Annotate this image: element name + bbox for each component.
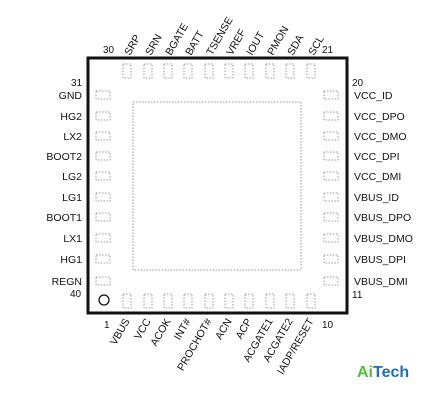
pad-left-6 xyxy=(95,192,111,202)
pad-top-9 xyxy=(285,63,295,79)
pad-right-5 xyxy=(323,171,339,181)
pad-bottom-6 xyxy=(224,293,234,309)
pad-left-3 xyxy=(95,131,111,141)
pin-label-left-1: GND xyxy=(59,90,83,102)
brand-part-ai: Ai xyxy=(357,364,373,381)
pad-right-8 xyxy=(323,233,339,243)
pin-number-21: 21 xyxy=(322,45,334,56)
pad-top-3 xyxy=(163,63,173,79)
exposed-pad xyxy=(132,101,302,271)
pin-number-20: 20 xyxy=(352,78,364,89)
pin-label-bottom-6: ACN xyxy=(213,317,234,342)
pin-label-right-9: VBUS_DPI xyxy=(354,254,406,266)
pin-label-top-9: SDA xyxy=(285,33,306,58)
pin-label-right-10: VBUS_DMI xyxy=(354,276,408,288)
pin-label-right-3: VCC_DMO xyxy=(354,131,407,143)
pin-label-left-7: BOOT1 xyxy=(46,212,82,224)
pin-label-right-1: VCC_ID xyxy=(354,90,393,102)
pin-label-bottom-7: ACP xyxy=(233,317,254,342)
pin-label-right-4: VCC_DPI xyxy=(354,151,400,163)
pad-top-6 xyxy=(224,63,234,79)
pin1-marker-icon xyxy=(98,294,110,306)
pad-top-5 xyxy=(204,63,214,79)
pad-bottom-9 xyxy=(285,293,295,309)
pad-left-1 xyxy=(95,90,111,100)
pin-label-right-6: VBUS_ID xyxy=(354,192,399,204)
pad-bottom-8 xyxy=(265,293,275,309)
pin-number-30: 30 xyxy=(103,45,115,56)
pin-label-bottom-3: ACOK xyxy=(148,317,173,349)
pin-label-top-2: SRN xyxy=(143,32,164,57)
pin-label-right-5: VCC_DMI xyxy=(354,171,401,183)
pin-number-1: 1 xyxy=(104,320,110,331)
pad-left-10 xyxy=(95,276,111,286)
pin-number-40: 40 xyxy=(70,289,82,300)
pad-top-4 xyxy=(183,63,193,79)
pin-label-left-9: HG1 xyxy=(60,254,82,266)
pin-label-left-5: LG2 xyxy=(62,171,82,183)
pad-top-7 xyxy=(244,63,254,79)
pad-right-2 xyxy=(323,111,339,121)
pad-right-6 xyxy=(323,192,339,202)
brand-part-tech: Tech xyxy=(373,364,410,381)
pad-top-1 xyxy=(122,63,132,79)
pad-left-5 xyxy=(95,171,111,181)
pin-label-right-2: VCC_DPO xyxy=(354,111,405,123)
pin-pads xyxy=(95,63,339,309)
pin-label-left-3: LX2 xyxy=(63,131,82,143)
pin-label-left-4: BOOT2 xyxy=(46,151,82,163)
pad-top-2 xyxy=(143,63,153,79)
pad-top-10 xyxy=(306,63,316,79)
pin-number-10: 10 xyxy=(322,320,334,331)
pad-right-4 xyxy=(323,151,339,161)
package-outline xyxy=(86,56,349,315)
pin-number-11: 11 xyxy=(352,290,363,301)
pad-bottom-3 xyxy=(163,293,173,309)
pin-label-left-8: LX1 xyxy=(63,233,82,245)
pad-right-9 xyxy=(323,254,339,264)
pad-bottom-1 xyxy=(122,293,132,309)
pad-right-10 xyxy=(323,276,339,286)
pad-right-3 xyxy=(323,131,339,141)
pin-label-right-7: VBUS_DPO xyxy=(354,212,411,224)
pin-number-31: 31 xyxy=(71,78,83,89)
pad-bottom-2 xyxy=(143,293,153,309)
pin-label-left-10: REGN xyxy=(52,276,82,288)
pin-label-left-2: HG2 xyxy=(60,111,82,123)
pad-bottom-4 xyxy=(183,293,193,309)
pin-label-top-1: SRP xyxy=(122,33,143,58)
pad-left-8 xyxy=(95,233,111,243)
pad-bottom-5 xyxy=(204,293,214,309)
pad-left-4 xyxy=(95,151,111,161)
pad-top-8 xyxy=(265,63,275,79)
pin-label-bottom-4: INT# xyxy=(172,316,194,342)
aitech-logo: AiTech xyxy=(357,364,409,382)
pad-left-9 xyxy=(95,254,111,264)
pad-left-2 xyxy=(95,111,111,121)
pin-label-right-8: VBUS_DMO xyxy=(354,233,413,245)
pad-right-7 xyxy=(323,212,339,222)
pad-left-7 xyxy=(95,212,111,222)
pad-right-1 xyxy=(323,90,339,100)
pad-bottom-7 xyxy=(244,293,254,309)
pin-label-left-6: LG1 xyxy=(62,192,82,204)
pad-bottom-10 xyxy=(306,293,316,309)
pin-label-bottom-1: VBUS xyxy=(108,317,133,348)
